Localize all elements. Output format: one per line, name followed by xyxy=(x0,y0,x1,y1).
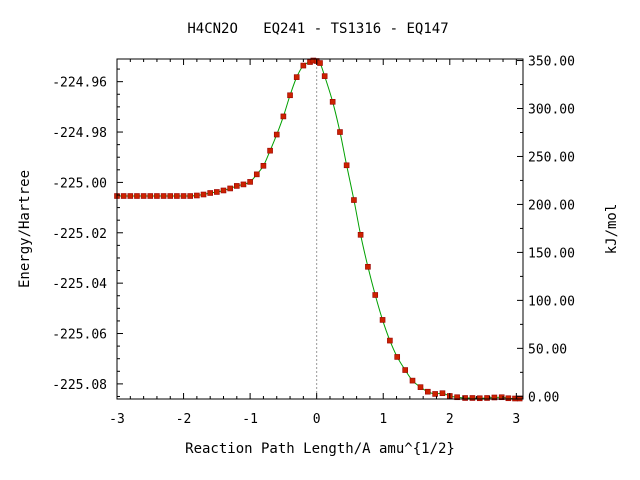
data-point xyxy=(379,317,386,323)
x-tick-label: 2 xyxy=(446,412,454,427)
data-point xyxy=(180,193,187,199)
data-point xyxy=(280,113,287,120)
data-point xyxy=(351,197,357,203)
data-point xyxy=(454,394,460,401)
data-point xyxy=(365,263,371,270)
y-axis-label: Energy/Hartree xyxy=(17,170,33,288)
data-point xyxy=(273,131,280,138)
data-point xyxy=(357,231,364,238)
y-tick-label: -225.02 xyxy=(52,227,107,242)
data-point xyxy=(247,179,253,185)
curve-layer xyxy=(117,59,520,400)
data-point xyxy=(337,129,343,135)
y2-tick-label: 0.00 xyxy=(528,390,559,405)
data-point xyxy=(343,162,350,169)
data-point xyxy=(425,388,431,395)
y-tick-label: -225.00 xyxy=(52,176,107,191)
data-point xyxy=(387,337,393,344)
ticks-layer: -3 -2 -1 0 1 2 3 -224.96 -224.98 -225.00 -225.02 -2… xyxy=(52,55,575,427)
y2-axis-label: kJ/mol xyxy=(604,204,620,255)
x-tick-label: -1 xyxy=(242,412,258,427)
data-point xyxy=(300,62,307,69)
data-point xyxy=(194,192,200,199)
data-point xyxy=(293,74,300,80)
y2-tick-label: 200.00 xyxy=(528,198,575,213)
y2-tick-label: 150.00 xyxy=(528,246,575,261)
data-point xyxy=(227,185,233,192)
data-point xyxy=(409,377,416,384)
data-point xyxy=(214,189,220,195)
data-point xyxy=(491,394,498,401)
points-layer xyxy=(114,57,523,402)
chart-title: H4CN2O EQ241 - TS1316 - EQ147 xyxy=(187,21,448,37)
data-point xyxy=(167,193,174,199)
y2-tick-label: 250.00 xyxy=(528,150,575,165)
y-tick-label: -225.06 xyxy=(52,328,107,343)
data-point xyxy=(317,60,323,66)
data-point xyxy=(134,193,140,199)
data-point xyxy=(140,193,147,199)
y2-tick-label: 300.00 xyxy=(528,103,575,118)
y2-tick-label: 100.00 xyxy=(528,294,575,309)
y-tick-label: -225.04 xyxy=(52,277,107,292)
data-point xyxy=(321,73,328,79)
data-point xyxy=(120,193,127,199)
data-point xyxy=(154,193,160,199)
data-point xyxy=(476,395,483,402)
x-tick-label: -3 xyxy=(109,412,125,427)
data-point xyxy=(234,183,240,189)
data-point xyxy=(484,395,490,401)
plot-frame xyxy=(116,58,524,400)
x-tick-label: 3 xyxy=(512,412,520,427)
data-point xyxy=(498,394,505,401)
data-point xyxy=(505,395,512,402)
y-tick-label: -224.96 xyxy=(52,76,107,91)
y-tick-label: -224.98 xyxy=(52,126,107,141)
data-point xyxy=(329,99,336,105)
data-point xyxy=(417,384,424,390)
data-point xyxy=(372,292,379,298)
data-point xyxy=(267,147,273,154)
y-tick-label: -225.08 xyxy=(52,378,107,393)
x-tick-label: 0 xyxy=(313,412,321,427)
data-point xyxy=(207,190,213,196)
data-point xyxy=(174,193,180,199)
x-tick-label: -2 xyxy=(176,412,192,427)
y2-tick-label: 50.00 xyxy=(528,342,567,357)
data-point xyxy=(432,391,438,397)
data-point xyxy=(200,191,207,198)
data-point xyxy=(253,171,260,178)
series-line xyxy=(117,59,520,400)
data-point xyxy=(240,181,247,188)
data-point xyxy=(402,367,408,373)
data-point xyxy=(287,92,293,99)
data-point xyxy=(220,187,227,194)
data-point xyxy=(147,193,154,199)
x-tick-label: 1 xyxy=(379,412,387,427)
x-axis-label: Reaction Path Length/A amu^{1/2} xyxy=(185,441,455,457)
data-point xyxy=(394,354,401,360)
data-point xyxy=(160,193,167,199)
data-point xyxy=(187,193,194,199)
data-point xyxy=(260,162,267,169)
data-point xyxy=(127,193,134,199)
y2-tick-label: 350.00 xyxy=(528,55,575,70)
data-point xyxy=(469,395,476,401)
data-point xyxy=(439,390,446,397)
